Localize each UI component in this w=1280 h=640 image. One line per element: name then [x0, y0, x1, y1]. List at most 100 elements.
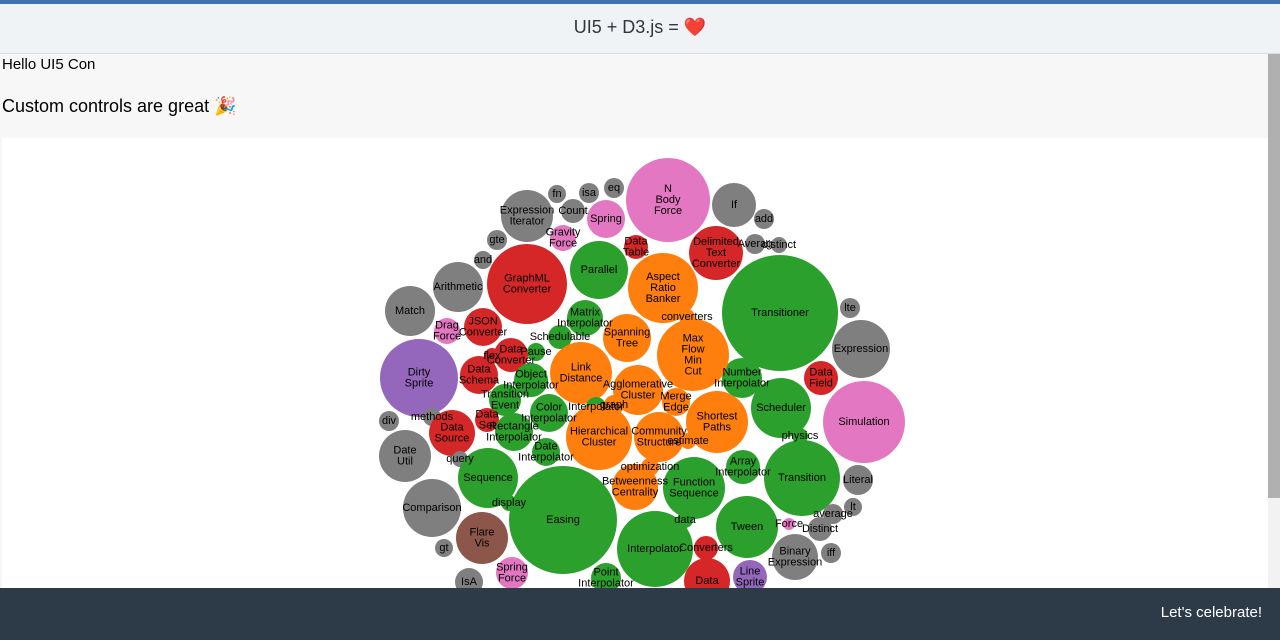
bubble [527, 343, 545, 361]
bubble-label: Spring [590, 213, 622, 225]
bubble-label: Comparison [402, 502, 461, 514]
bubble [677, 512, 693, 528]
bubble-label: query [446, 453, 474, 465]
bubble-label: Data [624, 235, 648, 247]
bubble [603, 314, 651, 362]
bubble-label: Paths [703, 421, 732, 433]
bubble [832, 320, 890, 378]
scrollbar-thumb[interactable] [1268, 54, 1280, 498]
bubble [722, 255, 838, 371]
bubble [509, 466, 617, 574]
bubble-label: Max [683, 332, 704, 344]
footer: Let's celebrate! [0, 588, 1280, 640]
bubble-label: Interpolator [627, 543, 683, 555]
bubble [764, 440, 840, 516]
bubble-label: graph [600, 399, 628, 411]
bubble-label: average [813, 508, 853, 520]
bubble [455, 568, 483, 588]
bubble-label: Structure [637, 436, 682, 448]
bubble-label: Data [499, 343, 523, 355]
bubble [489, 384, 521, 416]
bubble-label: Gravity [546, 226, 581, 238]
bubble-label: Util [397, 455, 413, 467]
bubble-label: Count [558, 205, 587, 217]
bubble-label: Transition [778, 472, 826, 484]
bubble [745, 234, 765, 254]
bubble-label: lte [844, 302, 856, 314]
bubble-label: Interpolator [715, 466, 771, 478]
bubble-label: Force [549, 237, 577, 249]
bubble-label: Community [631, 425, 687, 437]
bubble-label: Spring [496, 561, 528, 573]
bubble [684, 558, 730, 588]
bubble-label: Expression [834, 343, 888, 355]
bubble-label: Pause [520, 346, 551, 358]
bubble [689, 226, 743, 280]
bubble-label: Point [593, 566, 618, 578]
bubble-label: Data [440, 421, 464, 433]
bubble [566, 404, 632, 470]
bubble-label: Centrality [612, 486, 659, 498]
bubble [379, 411, 399, 431]
bubble [844, 498, 862, 516]
bubble-label: Interpolator [486, 431, 542, 443]
bubble-label: JSON [468, 315, 497, 327]
bubble-label: Transitioner [751, 307, 809, 319]
bubble-label: Arithmetic [434, 281, 483, 293]
bubble [604, 178, 624, 198]
bubble-label: Flow [681, 343, 704, 355]
bubble-label: Distance [560, 372, 603, 384]
bubble-label: Data [467, 363, 491, 375]
bubble-label: Binary [779, 545, 811, 557]
bubble [751, 378, 811, 438]
bubble-label: Data [475, 408, 499, 420]
bubble-label: gte [489, 234, 504, 246]
bubble-label: Banker [646, 293, 681, 305]
bubble-label: Converter [503, 283, 552, 295]
bubble-label: Literal [843, 474, 873, 486]
bubble-label: Interpolator [521, 412, 577, 424]
bubble [772, 534, 818, 580]
bubble [380, 339, 458, 417]
bubble [570, 241, 628, 299]
bubble-label: N [664, 183, 672, 195]
bubble [591, 563, 621, 588]
bubble [532, 438, 560, 466]
bubble [429, 410, 475, 456]
bubble-label: Cluster [582, 436, 617, 448]
bubble-label: Expression [768, 556, 822, 568]
bubble [783, 518, 795, 530]
bubble-label: add [755, 213, 773, 225]
bubble [433, 262, 483, 312]
bubble-label: and [474, 254, 492, 266]
bubble [626, 158, 710, 242]
bubble [550, 225, 576, 251]
bubble-label: display [492, 497, 527, 509]
bubble [722, 358, 762, 398]
bubble-label: Simulation [838, 416, 889, 428]
celebrate-button[interactable]: Let's celebrate! [1160, 604, 1262, 621]
bubble-label: Drag [435, 319, 459, 331]
bubble [587, 200, 625, 238]
bubble-label: fn [552, 188, 561, 200]
bubble-label: Data [809, 366, 833, 378]
bubble-label: Cut [684, 365, 701, 377]
bubble [435, 539, 453, 557]
bubble [501, 190, 553, 242]
bubble [495, 413, 533, 451]
bubble-label: Dirty [408, 366, 431, 378]
bubble-label: Converter [487, 354, 536, 366]
bubble-label: Line [740, 565, 761, 577]
bubble-label: Matrix [570, 306, 600, 318]
bubble [628, 253, 698, 323]
bubble-label: Force [775, 518, 803, 530]
bubble-label: Hierarchical [570, 425, 628, 437]
bubble-label: Sequence [463, 472, 513, 484]
bubble [771, 237, 787, 253]
bubble [548, 325, 572, 349]
bubble [496, 557, 528, 588]
bubble-label: If [731, 199, 738, 211]
bubble [662, 388, 690, 416]
bubble-label: Distinct [802, 523, 838, 535]
